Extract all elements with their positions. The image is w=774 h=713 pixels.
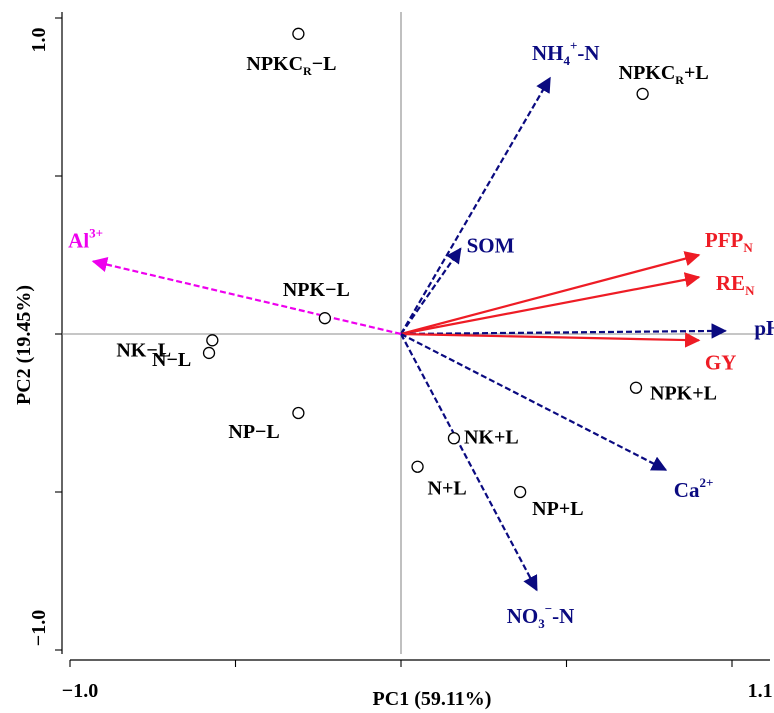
vector-label-nh4-n: NH4+-N [532,38,600,68]
vector-al3 [91,257,402,336]
point-nk-l [447,432,461,445]
point-n-l [202,346,216,360]
vector-nh4-n [400,76,551,335]
point-label-n-l: N−L [152,349,191,371]
x-tick-label: 1.1 [748,680,773,702]
point-label-n-l: N+L [428,478,467,500]
point-label-npk-l: NPK−L [283,279,350,301]
vector-ph [400,323,727,339]
vector-label-no3-n: NO3−-N [507,601,575,631]
point-label-npk-l: NPK+L [650,383,717,405]
vector-label-re-n: REN [716,271,755,298]
vector-label-ph: pH [754,316,774,340]
point-label-nk-l: NK+L [464,426,519,448]
point-n-l [411,460,424,473]
point-npkc-r-l [292,27,305,40]
x-axis-title: PC1 (59.11%) [373,688,492,710]
vector-re-n [400,272,701,336]
point-npk-l [629,381,643,394]
loading-vectors [91,76,727,592]
point-label-npkc-r-l: NPKCR−L [246,53,336,78]
point-np-l [292,406,305,420]
vector-label-gy: GY [705,350,737,374]
vector-no3-n [400,333,538,592]
point-label-npkc-r-l: NPKCR+L [619,62,709,87]
point-npkc-r-l [636,87,649,100]
vector-label-al3: Al3+ [68,225,103,252]
point-label-np-l: NP+L [532,498,583,520]
y-axis-title: PC2 (19.45%) [13,285,35,405]
x-tick-label: −1.0 [62,680,98,702]
vector-label-som: SOM [467,234,515,258]
point-label-nk-l: NK−L [116,339,171,361]
point-npk-l [318,312,332,325]
vector-som [400,247,462,335]
point-np-l [514,485,527,499]
plot-frame [61,12,770,661]
sample-points [202,27,649,499]
point-nk-l [206,334,219,347]
vector-pfp-n [400,251,701,336]
vector-ca2 [400,333,668,471]
vector-gy [400,332,701,348]
vector-label-pfp-n: PFPN [705,228,753,255]
axis-ticks: −1.0 1.1 1.0 −1.0 [28,17,773,702]
y-tick-label: −1.0 [28,610,50,646]
vector-label-ca2: Ca2+ [674,475,714,502]
chart-labels: NPKCR−L NPKCR+L NPK−L NK−LN−L NP−L NPK+L NK+L N… [68,38,774,631]
point-label-np-l: NP−L [228,421,279,443]
y-tick-label: 1.0 [28,28,50,53]
